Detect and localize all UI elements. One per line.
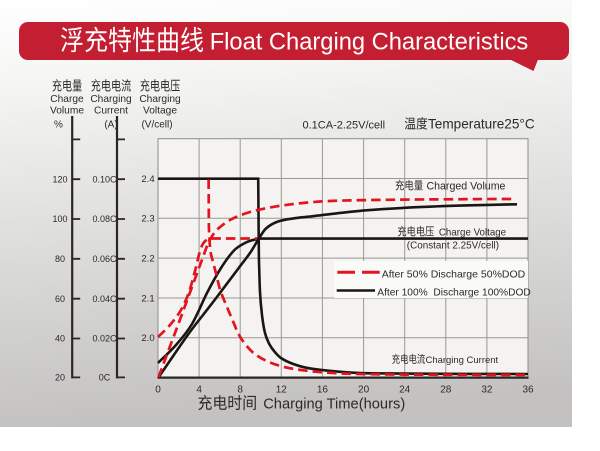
svg-text:40: 40 (55, 334, 65, 344)
svg-text:2.4: 2.4 (141, 174, 154, 185)
svg-text:0.06C: 0.06C (92, 254, 117, 264)
svg-text:Charging: Charging (90, 94, 132, 105)
svg-text:Charge: Charge (50, 94, 84, 105)
svg-text:Charging Current: Charging Current (426, 355, 499, 366)
svg-text:Temperature25°C: Temperature25°C (428, 117, 535, 132)
svg-text:After 50% Discharge 50%DOD: After 50% Discharge 50%DOD (382, 268, 526, 280)
svg-text:Charging: Charging (139, 94, 181, 105)
svg-text:0: 0 (155, 385, 161, 396)
svg-text:100: 100 (52, 214, 67, 224)
svg-text:2.2: 2.2 (141, 253, 154, 264)
svg-text:120: 120 (52, 174, 67, 184)
svg-text:4: 4 (196, 385, 202, 396)
svg-text:Current: Current (94, 106, 128, 117)
svg-text:2.0: 2.0 (141, 333, 154, 344)
svg-text:12: 12 (276, 385, 288, 396)
svg-text:2.3: 2.3 (141, 214, 154, 225)
svg-text:Charged Volume: Charged Volume (427, 181, 506, 193)
svg-text:(Constant 2.25V/cell): (Constant 2.25V/cell) (407, 240, 499, 251)
svg-text:(A): (A) (104, 119, 117, 130)
svg-text:Voltage: Voltage (143, 106, 177, 117)
svg-text:60: 60 (55, 294, 65, 304)
svg-text:80: 80 (55, 254, 65, 264)
svg-text:24: 24 (399, 385, 411, 396)
svg-text:0.10C: 0.10C (92, 174, 117, 184)
svg-text:0.04C: 0.04C (92, 294, 117, 304)
svg-text:0.1CA-2.25V/cell: 0.1CA-2.25V/cell (303, 120, 386, 132)
svg-text:20: 20 (358, 385, 370, 396)
svg-text:Charge Voltage: Charge Voltage (439, 228, 506, 239)
svg-text:28: 28 (440, 385, 452, 396)
svg-text:%: % (54, 119, 63, 130)
svg-text:0.08C: 0.08C (92, 214, 117, 224)
svg-text:8: 8 (237, 385, 243, 396)
svg-text:Float Charging Characteristics: Float Charging Characteristics (210, 29, 529, 55)
svg-text:16: 16 (317, 385, 329, 396)
svg-text:36: 36 (522, 385, 534, 396)
svg-text:0.02C: 0.02C (92, 334, 117, 344)
svg-text:Volume: Volume (50, 106, 84, 117)
svg-text:(V/cell): (V/cell) (141, 120, 172, 131)
svg-text:32: 32 (481, 385, 493, 396)
svg-text:2.1: 2.1 (141, 293, 154, 304)
svg-text:After 100% Discharge 100%DOD: After 100% Discharge 100%DOD (377, 287, 530, 298)
svg-text:0C: 0C (99, 373, 111, 383)
svg-text:Charging Time(hours): Charging Time(hours) (263, 397, 405, 413)
svg-text:20: 20 (55, 373, 65, 383)
